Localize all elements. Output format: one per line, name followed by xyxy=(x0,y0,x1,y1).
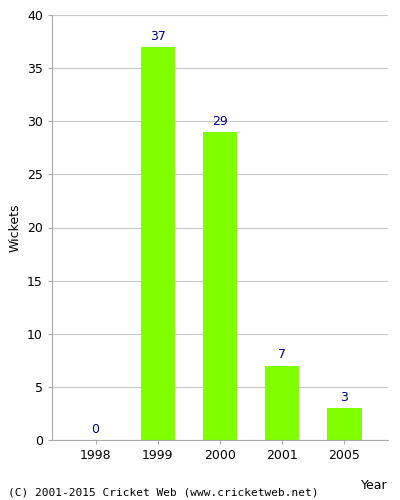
Bar xyxy=(141,47,175,440)
Text: (C) 2001-2015 Cricket Web (www.cricketweb.net): (C) 2001-2015 Cricket Web (www.cricketwe… xyxy=(8,488,318,498)
Text: 7: 7 xyxy=(278,348,286,362)
Text: 0: 0 xyxy=(92,423,100,436)
Y-axis label: Wickets: Wickets xyxy=(8,203,22,252)
Bar xyxy=(265,366,299,440)
Text: Year: Year xyxy=(361,479,388,492)
Text: 3: 3 xyxy=(340,391,348,404)
Text: 37: 37 xyxy=(150,30,166,43)
Bar xyxy=(327,408,362,440)
Text: 29: 29 xyxy=(212,114,228,128)
Bar xyxy=(203,132,237,440)
